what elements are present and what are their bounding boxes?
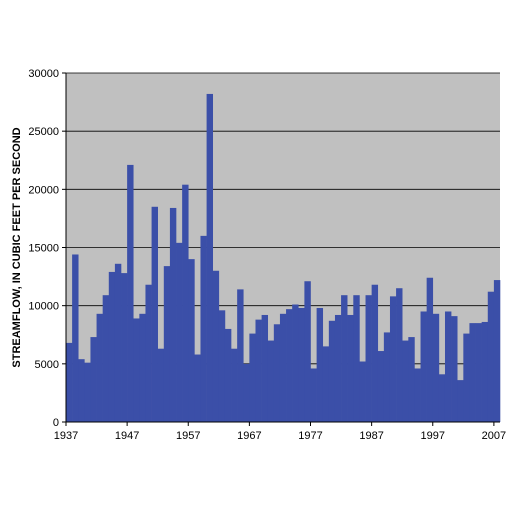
- bar-1955: [176, 242, 183, 422]
- y-tick-labels: 0 5000 10000 15000 20000 25000 30000: [28, 68, 59, 429]
- bar-1966: [243, 363, 250, 422]
- bar-1985: [359, 361, 366, 422]
- y-axis-title: STREAMFLOW, IN CUBIC FEET PER SECOND: [11, 127, 23, 367]
- y-tick-label: 10000: [28, 301, 59, 313]
- bar-1973: [286, 309, 293, 422]
- bar-1940: [84, 362, 91, 422]
- bar-1943: [102, 295, 110, 422]
- bar-1970: [267, 340, 275, 422]
- bar-1938: [72, 254, 79, 422]
- bar-1948: [133, 318, 140, 422]
- bar-1951: [151, 206, 158, 422]
- bar-1958: [194, 354, 201, 422]
- bar-1963: [224, 328, 232, 422]
- bar-2007: [493, 280, 501, 422]
- bar-1960: [206, 93, 214, 422]
- x-tick-label: 1987: [359, 430, 383, 442]
- bar-1994: [414, 368, 421, 422]
- bar-1937: [66, 342, 73, 422]
- bar-1976: [304, 281, 311, 422]
- bar-1946: [121, 273, 128, 422]
- bar-1949: [139, 313, 146, 422]
- bar-1989: [383, 332, 391, 422]
- bar-1984: [353, 295, 360, 422]
- x-tick-label: 1997: [421, 430, 445, 442]
- x-tick-label: 1957: [176, 430, 200, 442]
- bar-2005: [481, 321, 489, 422]
- bar-1967: [249, 333, 256, 422]
- bar-1939: [78, 359, 85, 422]
- bar-1998: [438, 374, 446, 422]
- bar-1944: [108, 271, 116, 422]
- bar-1978: [316, 307, 324, 422]
- bar-1993: [408, 337, 415, 422]
- bar-1990: [389, 296, 397, 422]
- bar-1968: [255, 319, 262, 422]
- bar-1957: [188, 259, 195, 422]
- x-tick-label: 1967: [237, 430, 261, 442]
- bar-1965: [237, 289, 244, 422]
- bar-1950: [145, 284, 152, 422]
- bar-2006: [487, 291, 495, 422]
- y-tick-label: 25000: [28, 126, 59, 138]
- bar-1961: [212, 270, 220, 422]
- x-tick-label: 2007: [482, 430, 506, 442]
- x-tick-label: 1937: [54, 430, 78, 442]
- y-tick-label: 20000: [28, 184, 59, 196]
- y-tick-label: 15000: [28, 243, 59, 255]
- bar-1962: [218, 310, 226, 422]
- x-tick-label: 1947: [115, 430, 139, 442]
- bar-1952: [157, 348, 165, 422]
- bar-1969: [261, 314, 269, 422]
- bar-1987: [371, 284, 379, 422]
- bar-1979: [322, 346, 330, 422]
- bar-1991: [396, 288, 403, 422]
- bars: [66, 93, 501, 423]
- bar-2000: [451, 316, 458, 422]
- bar-1942: [96, 313, 103, 422]
- bar-1971: [273, 324, 281, 422]
- bar-1947: [127, 164, 134, 423]
- bar-2003: [469, 323, 476, 422]
- bar-1980: [328, 320, 336, 422]
- bar-1953: [163, 266, 171, 422]
- bar-1975: [298, 307, 305, 422]
- bar-2004: [475, 323, 482, 422]
- x-tick-label: 1977: [298, 430, 322, 442]
- bar-1964: [231, 348, 238, 422]
- bar-2002: [463, 333, 470, 422]
- bar-1995: [420, 311, 427, 422]
- bar-1941: [90, 337, 97, 422]
- bar-1956: [182, 184, 189, 422]
- bar-1977: [310, 368, 317, 422]
- bar-1972: [279, 313, 287, 422]
- axes: [62, 72, 500, 426]
- bar-1974: [292, 304, 299, 422]
- bar-1992: [402, 340, 409, 422]
- y-tick-label: 30000: [28, 68, 59, 80]
- bar-1982: [341, 295, 348, 422]
- bar-1983: [347, 314, 354, 422]
- bar-1996: [426, 277, 434, 422]
- x-tick-labels: 1937 1947 1957 1967 1977 1987 1997 2007: [54, 430, 506, 442]
- bar-1945: [114, 263, 122, 422]
- bar-1999: [444, 311, 452, 422]
- bar-1954: [169, 207, 177, 422]
- bar-1986: [365, 295, 372, 422]
- y-tick-label: 0: [53, 417, 59, 429]
- y-tick-label: 5000: [35, 359, 59, 371]
- bar-1959: [200, 235, 207, 422]
- bar-1997: [432, 313, 440, 422]
- bar-1981: [334, 314, 342, 422]
- bar-1988: [377, 351, 385, 422]
- bar-2001: [457, 380, 464, 422]
